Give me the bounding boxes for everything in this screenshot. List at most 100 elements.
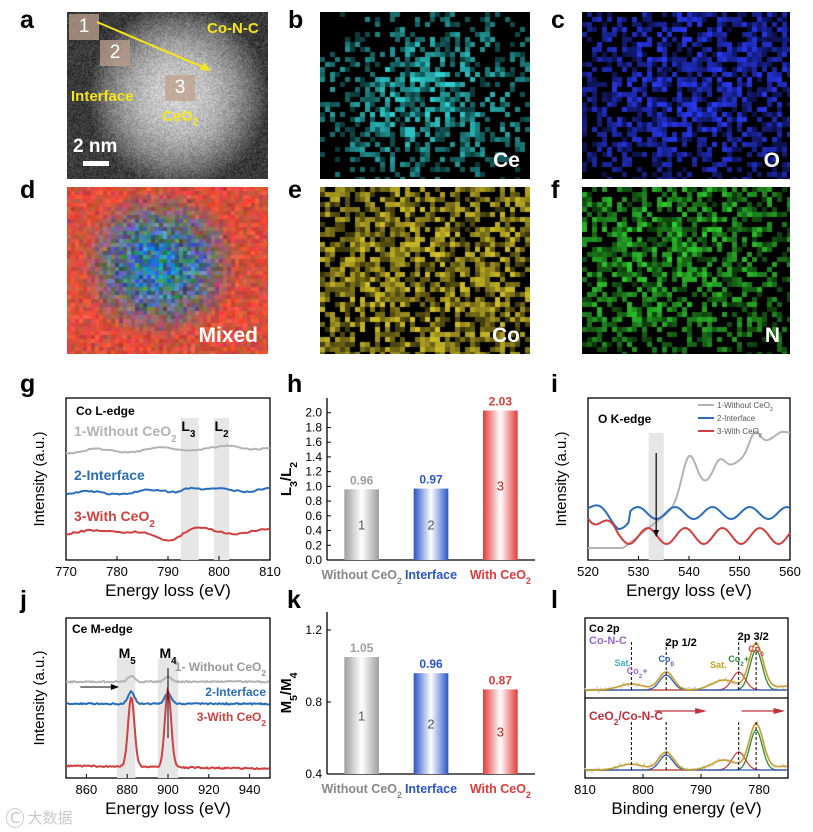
- panel-letter-b: b: [288, 6, 304, 34]
- x-tick-label: 920: [198, 782, 220, 797]
- label-ceo2: CeO2: [162, 108, 199, 128]
- m5-band: [117, 658, 136, 778]
- x-category-label: With CeO2: [470, 568, 531, 586]
- y-axis-title: Intensity (a.u.): [31, 431, 48, 526]
- panel-letter-i: i: [551, 370, 558, 398]
- label-co-n-c: Co-N-C: [207, 20, 259, 37]
- chart-title: Co L-edge: [76, 404, 135, 418]
- chart-k: k 0.4 0.8 1.2 M5/M4 1.05 1 Without CeO2 0.96 2 Int…: [278, 586, 535, 800]
- bar-index-label: 2: [427, 717, 434, 732]
- y-tick-label: 0.0: [305, 553, 322, 567]
- label-sat: Sat.: [614, 658, 631, 668]
- panel-letter-f: f: [551, 176, 560, 204]
- series-line: [65, 444, 271, 455]
- x-tick-label: 790: [690, 782, 712, 797]
- label-co0: Co0: [658, 654, 674, 668]
- legend-3-with-ceo2: 3-With CeO2: [74, 508, 155, 530]
- y-tick-label: 2.0: [305, 406, 322, 420]
- bar: [413, 488, 449, 560]
- chart-h: h 0.00.20.40.60.81.01.21.41.61.82.0 L3/L2 0…: [278, 370, 535, 586]
- y-tick-label: 1.6: [305, 435, 322, 449]
- panel-letter-c: c: [551, 6, 565, 34]
- x-axis-title: Energy loss (eV): [105, 581, 231, 600]
- y-tick-label: 0.6: [305, 509, 322, 523]
- m5-label: M5: [119, 645, 137, 667]
- n-map-panel: N: [582, 187, 790, 354]
- o-map: [582, 12, 790, 179]
- legend-entry: 2-Interface: [717, 414, 756, 423]
- bar: [344, 657, 379, 774]
- region-2: 2: [100, 40, 130, 66]
- l3-label: L3: [181, 418, 196, 440]
- x-axis-title: Energy loss (eV): [626, 581, 752, 600]
- shift-arrow-head: [773, 708, 786, 714]
- x-category-label: With CeO2: [470, 782, 531, 800]
- ce-map: [320, 12, 530, 179]
- co-map-panel: Co: [320, 187, 530, 354]
- y-axis-title: Intensity (a.u.): [31, 650, 48, 745]
- scale-bar-label: 2 nm: [73, 136, 118, 157]
- chart-co-l-edge: g Co L-edge L3 L2 1-Without CeO2 2-Interface 3…: [20, 370, 281, 600]
- bar-index-label: 3: [497, 725, 504, 740]
- x-tick-label: 810: [574, 782, 596, 797]
- legend-2-interface: 2-Interface: [74, 467, 145, 483]
- bar-value-label: 0.96: [419, 657, 443, 671]
- x-category-label: Without CeO2: [321, 568, 402, 586]
- series-line: [587, 504, 791, 530]
- fit-envelope: [584, 722, 787, 771]
- y-tick-label: 0.8: [305, 494, 322, 508]
- ce-map-label: Ce: [493, 149, 520, 172]
- bar-value-label: 0.97: [419, 473, 443, 487]
- region-3: 3: [165, 75, 195, 101]
- x-axis-title: Energy loss (eV): [105, 799, 231, 818]
- bar: [344, 489, 379, 560]
- y-tick-label: 1.0: [305, 479, 322, 493]
- x-tick-label: 550: [729, 564, 751, 579]
- m4-label: M4: [159, 645, 177, 667]
- n-map: [582, 187, 790, 354]
- bar-index-label: 3: [497, 478, 504, 493]
- mixed-map: [67, 187, 268, 354]
- label-ceo2-co-n-c: CeO2/Co-N-C: [589, 709, 663, 727]
- y-tick-label: 0.4: [305, 524, 322, 538]
- legend-entry: 3-With CeO2: [717, 427, 762, 439]
- label-co2plus: Co2+: [627, 666, 648, 680]
- panel-letter-k: k: [287, 586, 301, 614]
- x-category-label: Without CeO2: [321, 782, 402, 800]
- bar-value-label: 0.96: [350, 473, 374, 487]
- y-axis-title: M5/M4: [278, 672, 300, 713]
- y-axis-title: Intensity (a.u.): [553, 431, 570, 526]
- label-co-2p: Co 2p: [589, 623, 620, 635]
- panel-letter-j: j: [19, 586, 27, 614]
- label-co2plus-2: Co2+: [728, 654, 749, 668]
- x-tick-label: 520: [577, 564, 599, 579]
- label-sat-2: Sat.: [710, 660, 727, 670]
- panel-letter-h: h: [287, 370, 302, 398]
- x-tick-label: 560: [779, 564, 801, 579]
- bar: [413, 673, 449, 774]
- bar: [483, 689, 518, 774]
- panel-letter-e: e: [288, 176, 302, 204]
- panel-letter-d: d: [20, 176, 36, 204]
- bar-value-label: 0.87: [489, 673, 513, 687]
- y-tick-label: 1.8: [305, 420, 322, 434]
- x-category-label: Interface: [405, 782, 457, 796]
- legend-3-with-ceo2: 3-With CeO2: [197, 710, 267, 728]
- y-tick-label: 0.4: [305, 767, 322, 781]
- x-tick-label: 770: [55, 564, 77, 579]
- o-map-label: O: [763, 149, 780, 172]
- chart-title: Ce M-edge: [72, 622, 133, 636]
- scan-arrow: [96, 21, 211, 71]
- chart-title: O K-edge: [598, 412, 652, 426]
- x-tick-label: 880: [116, 782, 138, 797]
- x-tick-label: 540: [678, 564, 700, 579]
- co-map: [320, 187, 530, 354]
- bar-value-label: 1.05: [350, 641, 374, 655]
- x-tick-label: 800: [208, 564, 230, 579]
- series-line: [588, 430, 791, 549]
- bar-index-label: 2: [427, 517, 434, 532]
- series-line: [65, 486, 271, 496]
- y-tick-label: 1.4: [305, 450, 322, 464]
